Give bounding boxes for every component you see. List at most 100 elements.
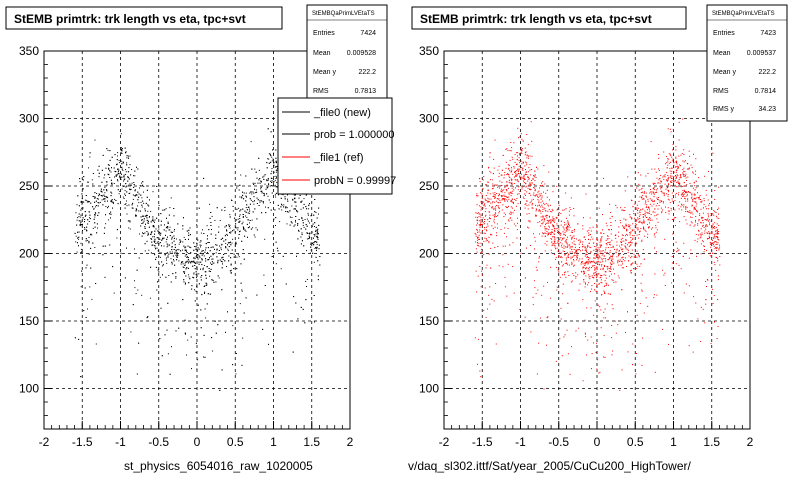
scatter-point	[533, 178, 534, 180]
scatter-point	[596, 238, 598, 240]
scatter-point	[519, 168, 521, 170]
scatter-point	[517, 217, 518, 219]
scatter-point	[100, 188, 102, 190]
scatter-point	[541, 294, 543, 296]
scatter-point	[525, 161, 527, 163]
scatter-point	[193, 273, 195, 275]
scatter-point	[173, 235, 175, 237]
scatter-point	[659, 182, 661, 184]
scatter-point	[482, 222, 484, 224]
scatter-point	[654, 208, 656, 210]
scatter-point	[184, 255, 186, 257]
scatter-point	[247, 212, 249, 214]
scatter-point	[187, 245, 189, 247]
scatter-point	[673, 218, 675, 220]
scatter-point	[171, 246, 173, 248]
scatter-point	[253, 192, 255, 194]
scatter-point	[542, 200, 544, 202]
scatter-point	[675, 178, 677, 179]
scatter-point	[489, 156, 491, 158]
scatter-point	[604, 292, 605, 294]
scatter-point	[519, 154, 520, 156]
scatter-point	[684, 189, 686, 191]
scatter-point	[653, 183, 655, 185]
stats-rms-left: 0.7813	[355, 88, 377, 95]
scatter-point	[494, 192, 496, 194]
scatter-point	[497, 246, 499, 247]
scatter-point	[671, 262, 673, 264]
scatter-point	[557, 269, 559, 271]
scatter-point	[680, 174, 682, 175]
scatter-point	[508, 181, 510, 183]
scatter-point	[241, 196, 243, 198]
scatter-point	[620, 241, 622, 243]
scatter-point	[681, 193, 683, 195]
scatter-point	[136, 373, 138, 375]
scatter-point	[104, 200, 106, 202]
scatter-point	[571, 238, 573, 240]
scatter-point	[196, 291, 198, 292]
scatter-point	[233, 253, 235, 255]
scatter-point	[261, 200, 263, 202]
scatter-point	[169, 244, 171, 246]
scatter-point	[300, 243, 302, 245]
scatter-point	[275, 192, 277, 194]
scatter-point	[478, 212, 480, 214]
scatter-point	[677, 204, 679, 206]
scatter-point	[141, 182, 142, 184]
scatter-point	[642, 216, 644, 218]
scatter-point	[315, 212, 317, 213]
scatter-point	[196, 254, 198, 255]
scatter-point	[568, 224, 570, 226]
scatter-point	[645, 215, 646, 217]
scatter-point	[711, 288, 713, 290]
scatter-point	[641, 239, 643, 241]
scatter-point	[498, 195, 499, 197]
scatter-point	[160, 224, 162, 226]
scatter-point	[530, 174, 532, 176]
scatter-point	[200, 244, 202, 246]
scatter-point	[554, 241, 555, 243]
scatter-point	[104, 227, 106, 229]
scatter-point	[506, 174, 508, 176]
scatter-point	[121, 152, 123, 154]
scatter-point	[585, 193, 587, 195]
scatter-point	[265, 212, 267, 214]
x-tick-label: -0.5	[148, 435, 169, 449]
scatter-point	[258, 179, 260, 181]
scatter-point	[194, 262, 196, 264]
scatter-point	[641, 274, 643, 276]
scatter-point	[621, 267, 623, 269]
scatter-point	[92, 196, 94, 197]
scatter-point	[178, 249, 180, 251]
scatter-point	[266, 179, 267, 181]
scatter-point	[582, 225, 584, 227]
scatter-point	[139, 233, 140, 235]
scatter-point	[618, 254, 620, 256]
scatter-point	[653, 193, 655, 195]
scatter-point	[600, 232, 602, 234]
scatter-point	[183, 271, 184, 273]
scatter-point	[695, 219, 696, 221]
scatter-point	[154, 233, 155, 235]
scatter-point	[111, 199, 113, 201]
scatter-point	[681, 192, 683, 194]
scatter-point	[207, 247, 209, 249]
scatter-point	[188, 234, 190, 236]
scatter-point	[612, 308, 614, 310]
scatter-point	[92, 227, 94, 229]
scatter-point	[544, 203, 546, 205]
scatter-point	[316, 236, 318, 238]
scatter-point	[276, 177, 277, 179]
scatter-point	[296, 209, 297, 211]
scatter-point	[519, 176, 521, 178]
panel-right: -2 -1.5 -1 -0.5 0 0.5 1 1.5 2100150200250300350 …	[408, 4, 788, 473]
scatter-point	[567, 353, 569, 355]
scatter-point	[208, 259, 210, 261]
scatter-point	[184, 319, 186, 321]
scatter-point	[600, 239, 602, 241]
stats-box-left	[306, 4, 388, 104]
scatter-point	[547, 210, 549, 212]
scatter-point	[210, 268, 212, 270]
scatter-point	[564, 246, 566, 248]
